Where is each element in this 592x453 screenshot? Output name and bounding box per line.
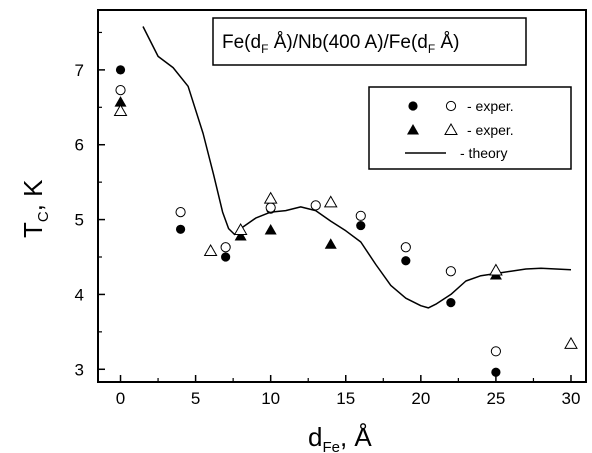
filled-circle-point [115,65,126,75]
x-tick-label: 5 [191,389,200,408]
open-circle-point [115,84,126,96]
filled-triangle-point [234,230,247,241]
filled-triangle-point [264,224,277,235]
x-tick-label: 25 [486,389,505,408]
open-circle-point [355,210,366,221]
y-tick-label: 3 [75,360,84,379]
open-circle-point [445,266,456,277]
open-circle-point [265,202,276,213]
y-tick-label: 6 [75,136,84,155]
open-circle-point [220,242,231,253]
filled-triangle-point [324,238,337,249]
filled-circle-point [175,224,186,234]
legend-open-circle-symbol [445,100,457,112]
open-triangle-point [564,336,578,349]
filled-circle-point [356,220,366,231]
plot-frame [97,9,587,383]
x-axis-title: dFe, Å [308,422,372,453]
legend-symbols [405,100,458,154]
filled-circle-point [221,252,231,262]
x-tick-label: 20 [411,389,430,408]
x-tick-label: 15 [336,389,355,408]
y-axis-title: TC, K [18,179,52,238]
open-circle-point [490,346,502,357]
filled-triangle-point [114,96,127,107]
data-markers [113,65,578,377]
open-circle-point [310,200,321,211]
open-triangle-point [489,263,503,276]
y-tick-label: 5 [75,211,84,230]
y-tick-label: 4 [75,285,84,304]
legend-filled-circle-symbol [408,101,418,111]
title-box [212,17,527,66]
x-tick-label: 10 [261,389,280,408]
legend-filled-triangle-symbol [407,124,419,135]
legend-label-1: - exper. [467,98,514,114]
open-triangle-point [323,195,338,208]
filled-circle-point [401,256,411,266]
open-triangle-point [203,244,218,257]
legend-label-3: - theory [460,145,507,161]
chart-title: Fe(dF Å)/Nb(400 A)/Fe(dF Å) [222,32,460,56]
open-triangle-point [233,223,248,236]
open-circle-point [400,242,411,253]
axis-ticks: 0 5 10 15 20 25 30 3 4 5 6 7 [75,31,581,408]
filled-circle-point [491,367,501,377]
legend-label-2: - exper. [467,122,514,138]
open-triangle-point [113,104,128,117]
y-tick-label: 7 [75,61,84,80]
x-tick-label: 0 [116,389,125,408]
legend-open-triangle-symbol [444,122,458,135]
open-circle-point [175,206,186,218]
x-tick-label: 30 [562,389,581,408]
open-triangle-point [263,191,278,204]
legend-box [368,86,572,170]
filled-circle-point [446,298,456,308]
